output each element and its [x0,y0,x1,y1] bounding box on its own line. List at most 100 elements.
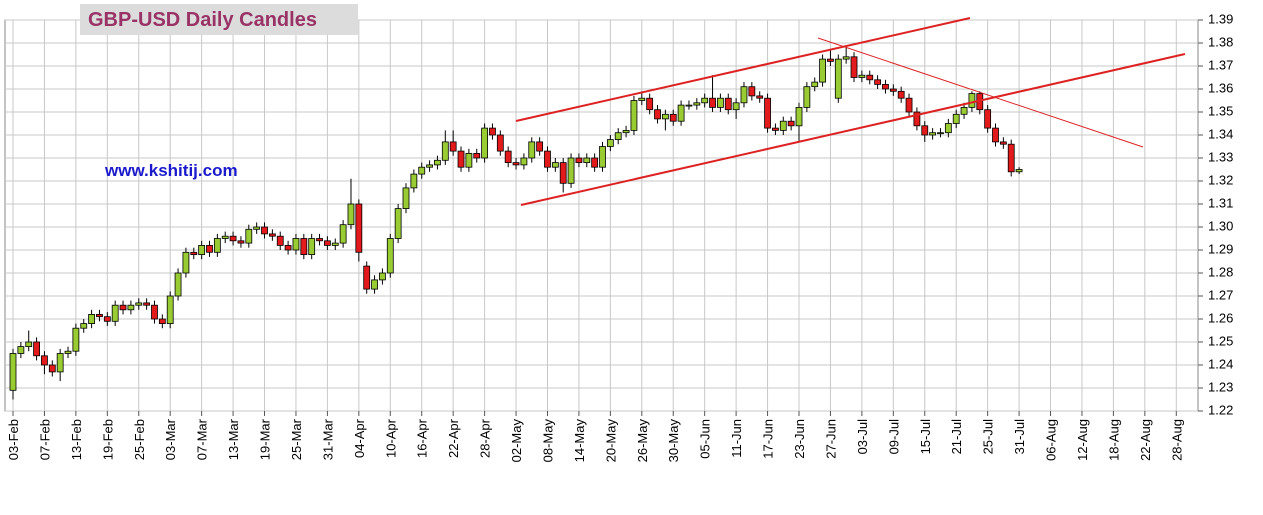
x-tick-label: 16-Apr [415,418,430,458]
x-tick-label: 06-Aug [1044,419,1059,461]
candle-body [834,58,842,99]
candle-body [567,157,575,184]
candle-body [1015,169,1023,173]
candle-body [756,95,764,99]
candle-body [606,139,614,147]
candle-body [379,272,386,281]
candle-body [669,113,677,122]
candle-body [677,104,685,122]
y-tick-label: 1.35 [1208,103,1233,118]
candle-body [339,224,347,244]
candle-body [229,235,237,242]
candle-body [583,157,591,163]
candle-body [410,173,418,189]
candles [9,45,1023,400]
candle-body [213,238,221,253]
candle-body [882,84,889,90]
candle-body [174,272,182,297]
candle-body [693,102,701,106]
candle-body [858,74,866,78]
candle-body [764,97,771,129]
candle-body [724,97,732,111]
y-tick-label: 1.24 [1208,356,1233,371]
candle-body [968,93,976,108]
x-tick-label: 19-Mar [258,418,273,460]
candle-body [944,123,952,134]
watermark: www.kshitij.com [104,161,238,180]
x-tick-label: 25-Feb [132,419,147,460]
y-tick-label: 1.22 [1208,402,1233,417]
candle-body [135,302,143,306]
candle-body [630,100,638,131]
x-tick-label: 18-Aug [1106,419,1121,461]
y-tick-label: 1.26 [1208,310,1233,325]
y-tick-label: 1.32 [1208,172,1233,187]
candle-body [685,104,693,107]
x-tick-label: 03-Mar [163,418,178,460]
candle-body [960,107,968,115]
candle-body [88,313,95,324]
x-tick-label: 25-Jul [981,419,996,455]
candle-body [182,251,190,274]
x-tick-label: 03-Feb [6,419,21,460]
plot-area [4,19,1199,412]
x-tick-label: 04-Apr [352,418,367,458]
candle-body [591,157,599,168]
x-tick-label: 31-Jul [1012,419,1027,455]
candle-body [151,304,158,320]
x-tick-label: 10-Apr [383,418,398,458]
x-tick-label: 08-May [540,419,555,463]
candle-body [441,141,449,161]
candle-body [481,127,489,159]
candle-body [221,235,229,239]
grid [5,19,1198,412]
candle-body [913,111,921,127]
candle-body [96,313,103,318]
x-tick-label: 23-Jun [792,419,807,459]
candle-body [661,113,669,120]
candle-body [528,141,536,159]
candle-body [371,279,378,290]
candle-body [889,88,897,92]
y-tick-label: 1.27 [1208,287,1233,302]
x-tick-label: 05-Jun [698,419,713,459]
candle-body [17,346,25,354]
x-tick-label: 22-Aug [1138,419,1153,461]
candle-body [504,150,512,164]
candle-body [394,208,402,239]
candle-body [921,125,929,136]
candle-body [316,238,323,242]
y-tick-label: 1.34 [1208,126,1233,141]
candle-body [638,97,646,101]
candle-body [64,350,72,354]
x-tick-label: 27-Jun [823,419,838,459]
candle-body [300,238,308,256]
candle-body [654,109,661,120]
trend-line [515,17,971,122]
candle-body [166,295,174,325]
y-tick-label: 1.29 [1208,241,1233,256]
x-tick-label: 28-Aug [1169,419,1184,461]
candle-body [418,166,426,175]
y-tick-label: 1.30 [1208,218,1233,233]
candle-body [386,238,394,274]
candle-body [536,141,544,152]
candle-body [190,251,198,256]
candle-body [9,353,17,391]
x-tick-label: 19-Feb [100,419,115,460]
candle-body [622,129,630,134]
candle-body [465,152,473,168]
candle-body [874,79,881,85]
candle-body [811,81,819,88]
title-box [80,4,358,35]
y-tick-label: 1.39 [1208,11,1233,26]
x-tick-label: 11-Jun [729,419,744,458]
candle-body [544,150,551,168]
x-tick-label: 12-Aug [1075,419,1090,461]
x-tick-label: 31-Mar [320,418,335,460]
chart-title: GBP-USD Daily Candles [88,9,317,31]
candle-body [520,157,528,166]
x-tick-label: 21-Jul [949,419,964,455]
candle-body [103,316,111,322]
candle-body [787,120,795,127]
